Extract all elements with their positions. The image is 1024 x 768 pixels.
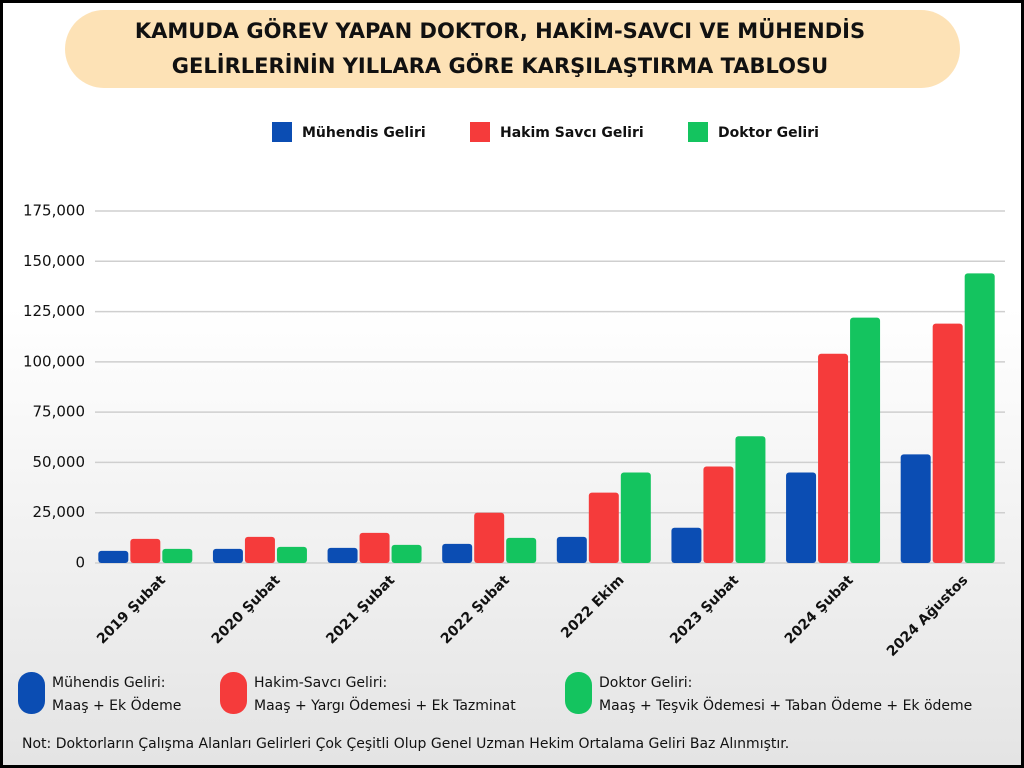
y-tick-label: 0	[75, 554, 85, 572]
note-detail: Maaş + Teşvik Ödemesi + Taban Ödeme + Ek…	[599, 696, 972, 714]
bar	[391, 544, 422, 563]
note-swatch	[565, 672, 592, 714]
bar	[932, 323, 963, 563]
y-tick-label: 125,000	[23, 302, 85, 320]
bar	[818, 353, 849, 563]
x-tick-label: 2020 Şubat	[209, 572, 284, 647]
y-tick-label: 50,000	[33, 453, 86, 471]
bar	[786, 472, 817, 563]
bar	[276, 546, 307, 563]
footnote: Not: Doktorların Çalışma Alanları Gelirl…	[22, 736, 789, 752]
legend-label: Doktor Geliri	[718, 125, 819, 141]
note-detail: Maaş + Ek Ödeme	[52, 696, 181, 714]
note-detail: Maaş + Yargı Ödemesi + Ek Tazminat	[254, 696, 516, 714]
bar	[474, 512, 505, 563]
y-tick-label: 25,000	[33, 503, 86, 521]
note-title: Hakim-Savcı Geliri:	[254, 675, 387, 691]
bar	[506, 537, 537, 563]
chart-title: KAMUDA GÖREV YAPAN DOKTOR, HAKİM-SAVCI V…	[135, 18, 865, 43]
legend-swatch	[688, 122, 708, 142]
bar	[327, 547, 358, 563]
y-tick-label: 175,000	[23, 202, 85, 220]
bar	[130, 538, 161, 563]
legend-label: Mühendis Geliri	[302, 125, 426, 141]
x-tick-label: 2024 Şubat	[782, 572, 857, 647]
bar	[162, 548, 193, 563]
note-title: Mühendis Geliri:	[52, 675, 165, 691]
y-tick-label: 150,000	[23, 252, 85, 270]
bar	[98, 550, 129, 563]
bar	[900, 454, 931, 563]
bar	[212, 548, 243, 563]
x-tick-label: 2023 Şubat	[667, 572, 742, 647]
bar	[442, 543, 473, 563]
bar	[556, 536, 587, 563]
bar	[244, 536, 275, 563]
bar	[964, 273, 995, 563]
legend-label: Hakim Savcı Geliri	[500, 125, 644, 141]
legend-swatch	[272, 122, 292, 142]
x-tick-label: 2021 Şubat	[323, 572, 398, 647]
x-tick-label: 2019 Şubat	[94, 572, 169, 647]
bar	[620, 472, 651, 563]
y-tick-label: 100,000	[23, 352, 85, 370]
legend-swatch	[470, 122, 490, 142]
y-tick-label: 75,000	[33, 403, 86, 421]
x-tick-label: 2024 Ağustos	[884, 572, 971, 659]
bar	[359, 532, 390, 563]
bar	[588, 492, 619, 563]
bar	[735, 436, 766, 563]
bar	[703, 466, 734, 563]
bar	[850, 317, 881, 563]
x-tick-label: 2022 Ekim	[558, 572, 627, 641]
title-banner	[65, 10, 960, 88]
bar	[671, 527, 702, 563]
note-swatch	[18, 672, 45, 714]
x-tick-label: 2022 Şubat	[438, 572, 513, 647]
note-swatch	[220, 672, 247, 714]
note-title: Doktor Geliri:	[599, 675, 692, 691]
chart-title: GELİRLERİNİN YILLARA GÖRE KARŞILAŞTIRMA …	[172, 53, 828, 78]
